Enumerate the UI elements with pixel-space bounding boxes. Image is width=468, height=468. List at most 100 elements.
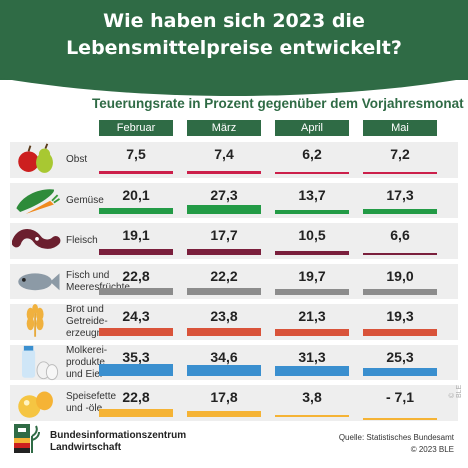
data-label: 24,3 [122, 308, 150, 324]
category-label-line: Fleisch [66, 235, 98, 247]
data-bar [275, 251, 349, 255]
category-label: Speisefette und -öle [66, 391, 132, 415]
org-line-1: Bundesinformationszentrum [50, 430, 187, 441]
column-header-februar: Februar [99, 120, 173, 136]
data-label: 17,3 [386, 186, 414, 203]
category-label-line: produkte [66, 356, 105, 368]
category-label: Molkerei-produkte und Eier [66, 345, 132, 381]
cucumber-carrot-icon [16, 188, 61, 214]
data-bar [99, 327, 173, 336]
data-label: 22,8 [122, 267, 150, 284]
data-label: 7,2 [390, 146, 410, 162]
watermark: © BLE [449, 384, 463, 398]
data-label: 3,8 [302, 389, 322, 405]
category-label-line: Gemüse [66, 194, 104, 206]
data-label: 22,8 [122, 389, 150, 405]
title-line-2: Lebensmittelpreise entwickelt? [66, 37, 402, 59]
data-label: 22,2 [210, 267, 238, 284]
data-bar [275, 365, 349, 377]
data-label: 34,6 [210, 348, 238, 365]
category-label-line: erzeugnisse [66, 328, 120, 340]
data-bar [275, 209, 349, 215]
data-label: 19,1 [122, 227, 150, 243]
data-label: 6,2 [302, 146, 322, 162]
data-bar [275, 328, 349, 336]
category-label: Brot und Getreide-erzeugnisse [66, 304, 132, 340]
category-label-line: Brot und [66, 304, 104, 316]
header-band: Wie haben sich 2023 die Lebensmittelprei… [0, 0, 468, 80]
data-bar [363, 171, 437, 174]
source-note: Quelle: Statistisches Bundesamt © 2023 B… [339, 432, 454, 456]
oil-icon [18, 391, 53, 418]
category-label: Fisch und Meeresfrüchte [66, 270, 132, 294]
data-label: 19,0 [386, 267, 414, 284]
column-header-märz: März [187, 120, 261, 136]
data-label: - 7,1 [385, 389, 414, 405]
organization-name: Bundesinformationszentrum Landwirtschaft [50, 430, 186, 454]
source-line-2: © 2023 BLE [410, 445, 454, 454]
data-label: 19,7 [298, 267, 326, 284]
data-label: 17,7 [210, 227, 238, 243]
category-label: Fleisch [66, 235, 132, 247]
data-bar [99, 364, 173, 377]
category-label-line: Meeresfrüchte [66, 281, 130, 293]
data-bar [363, 418, 437, 421]
category-label-line: Molkerei- [66, 344, 108, 356]
category-label-line: Obst [66, 154, 88, 166]
data-bar [187, 364, 261, 377]
data-bar [187, 410, 261, 417]
column-header-april: April [275, 120, 349, 136]
data-bar [275, 415, 349, 417]
data-label: 7,4 [214, 146, 234, 162]
data-bar [99, 248, 173, 255]
data-bar [187, 248, 261, 255]
data-label: 23,8 [210, 308, 238, 324]
data-label: 25,3 [386, 348, 414, 365]
apple-pear-icon [18, 143, 53, 173]
title-line-1: Wie haben sich 2023 die [103, 10, 365, 32]
chart-title: Teuerungsrate in Prozent gegenüber dem V… [92, 96, 464, 111]
data-bar [275, 171, 349, 174]
data-label: 35,3 [122, 348, 150, 365]
data-bar [187, 171, 261, 174]
data-label: 27,3 [210, 186, 238, 203]
data-bar [187, 205, 261, 215]
data-bar [99, 287, 173, 296]
fish-icon [18, 272, 60, 290]
milk-eggs-icon [22, 345, 59, 380]
data-bar [187, 327, 261, 336]
data-bar [187, 287, 261, 296]
data-bar [99, 409, 173, 417]
org-line-2: Landwirtschaft [50, 442, 122, 453]
data-bar [99, 171, 173, 174]
column-header-mai: Mai [363, 120, 437, 136]
data-bar [363, 329, 437, 336]
category-label: Obst [66, 154, 132, 166]
data-bar [99, 207, 173, 215]
category-label-line: Fisch und [66, 269, 110, 281]
page-title: Wie haben sich 2023 die Lebensmittelprei… [0, 8, 468, 62]
data-bar [275, 288, 349, 296]
data-label: 17,8 [210, 389, 238, 405]
data-bar [363, 208, 437, 215]
category-label: Gemüse [66, 195, 132, 207]
sausage-icon [12, 229, 61, 249]
data-label: 31,3 [298, 348, 326, 365]
data-label: 10,5 [298, 227, 326, 243]
source-line-1: Quelle: Statistisches Bundesamt [338, 433, 454, 442]
data-bar [363, 367, 437, 377]
category-label-line: und Eier [66, 368, 104, 380]
data-label: 21,3 [298, 308, 326, 324]
ble-logo-icon [14, 424, 40, 453]
data-label: 20,1 [122, 186, 150, 203]
data-bar [363, 252, 437, 255]
header-curve [0, 68, 468, 96]
category-label-line: Speisefette [66, 391, 117, 403]
data-label: 7,5 [126, 146, 146, 162]
wheat-icon [26, 303, 44, 337]
data-label: 19,3 [386, 308, 414, 324]
category-label-line: Getreide- [66, 316, 108, 328]
category-label-line: und -öle [66, 403, 103, 415]
data-label: 6,6 [390, 227, 410, 243]
data-bar [363, 289, 437, 296]
